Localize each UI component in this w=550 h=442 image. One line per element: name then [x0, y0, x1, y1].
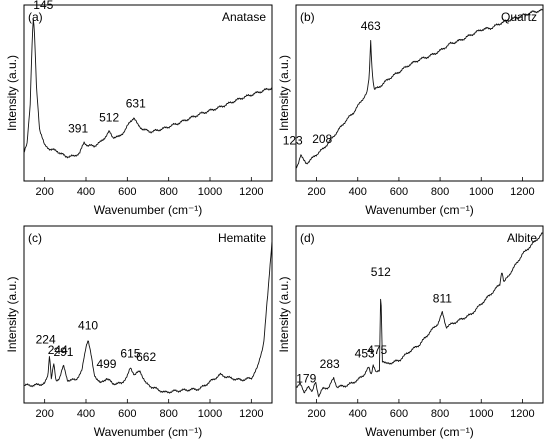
plot-frame [23, 225, 273, 404]
panel-anatase: 200 400 600 800 1000 1200 145 391 512 631 (a) Anata… [5, 0, 273, 217]
peak-label: 224 [36, 332, 56, 346]
x-axis-label: Wavenumber (cm⁻¹) [365, 425, 474, 439]
peak-label: 662 [136, 350, 156, 364]
y-axis-label: Intensity (a.u.) [277, 55, 291, 131]
panel-label: (c) [28, 231, 42, 245]
panel-quartz: 200 400 600 800 1000 1200 123 208 463 (b) Quartz Wa… [277, 4, 544, 217]
spectrum-line [23, 240, 273, 394]
peak-label: 145 [33, 0, 53, 12]
x-tick-label: 1200 [239, 186, 263, 198]
x-tick-label: 200 [307, 408, 325, 420]
plot-frame [295, 225, 544, 404]
x-tick-label: 600 [390, 186, 408, 198]
y-axis-label: Intensity (a.u.) [5, 55, 19, 131]
peak-label: 453 [355, 347, 375, 361]
peak-label: 391 [68, 121, 88, 135]
mineral-name: Hematite [218, 231, 266, 245]
panel-label: (d) [300, 231, 315, 245]
spectrum-line [295, 8, 544, 169]
peak-label: 291 [53, 345, 73, 359]
peak-label: 463 [361, 19, 381, 33]
x-tick-label: 400 [349, 408, 367, 420]
x-tick-label: 200 [307, 186, 325, 198]
plot-frame [23, 4, 273, 182]
x-tick-label: 800 [159, 186, 177, 198]
y-axis-label: Intensity (a.u.) [5, 276, 19, 352]
x-tick-label: 400 [77, 186, 95, 198]
x-tick-label: 1200 [510, 408, 534, 420]
x-tick-label: 800 [431, 408, 449, 420]
mineral-name: Quartz [501, 10, 537, 24]
peak-label: 208 [312, 132, 332, 146]
panel-label: (a) [28, 10, 43, 24]
x-tick-label: 1000 [198, 186, 222, 198]
x-tick-label: 1000 [469, 408, 493, 420]
spectrum-line [23, 19, 273, 159]
x-tick-label: 400 [77, 408, 95, 420]
x-tick-label: 1200 [239, 408, 263, 420]
x-tick-label: 400 [349, 186, 367, 198]
peak-label: 244 [48, 343, 68, 357]
peak-label: 811 [433, 292, 452, 306]
peak-label: 631 [126, 97, 146, 111]
x-tick-label: 600 [118, 186, 136, 198]
peak-label: 615 [120, 347, 140, 361]
x-tick-label: 1000 [198, 408, 222, 420]
mineral-name: Anatase [222, 10, 266, 24]
x-tick-label: 800 [159, 408, 177, 420]
panel-label: (b) [300, 10, 315, 24]
peak-label: 179 [296, 371, 316, 385]
spectrum-line [295, 231, 544, 398]
x-tick-label: 800 [431, 186, 449, 198]
x-tick-label: 600 [118, 408, 136, 420]
x-tick-label: 200 [35, 408, 53, 420]
x-tick-label: 1200 [510, 186, 534, 198]
peak-label: 283 [320, 357, 340, 371]
peak-label: 512 [371, 265, 391, 279]
x-tick-label: 1000 [469, 186, 493, 198]
peak-label: 512 [99, 111, 119, 125]
y-axis-label: Intensity (a.u.) [277, 276, 291, 352]
x-axis-label: Wavenumber (cm⁻¹) [94, 425, 203, 439]
peak-label: 123 [283, 134, 303, 148]
x-axis-label: Wavenumber (cm⁻¹) [94, 203, 203, 217]
peak-label: 410 [78, 318, 98, 332]
x-axis-label: Wavenumber (cm⁻¹) [365, 203, 474, 217]
x-tick-label: 600 [390, 408, 408, 420]
peak-label: 499 [96, 357, 116, 371]
x-tick-label: 200 [35, 186, 53, 198]
mineral-name: Albite [507, 231, 537, 245]
peak-label: 475 [367, 343, 387, 357]
plot-frame [295, 4, 544, 182]
